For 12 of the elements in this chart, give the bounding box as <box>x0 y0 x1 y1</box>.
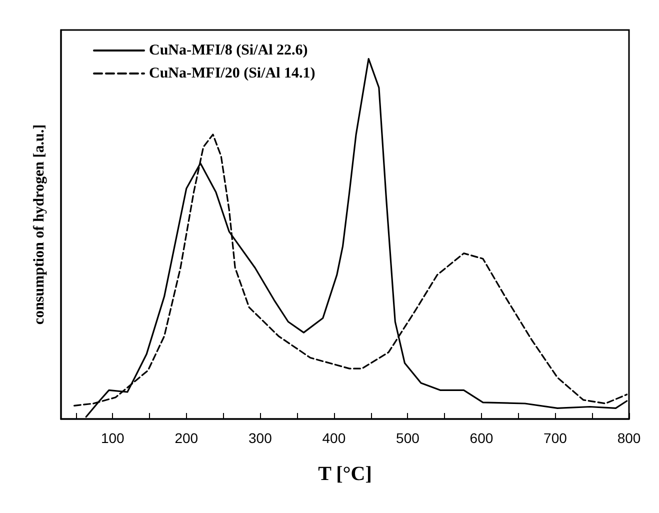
x-tick-label: 800 <box>617 430 641 446</box>
x-tick-label: 700 <box>544 430 568 446</box>
x-tick-label: 500 <box>396 430 420 446</box>
x-tick-label: 600 <box>470 430 494 446</box>
x-tick-label: 400 <box>322 430 346 446</box>
x-tick-label: 200 <box>174 430 198 446</box>
legend-label: CuNa-MFI/8 (Si/Al 22.6) <box>149 42 308 58</box>
x-axis-title: T [°C] <box>318 463 372 485</box>
x-tick-label: 300 <box>248 430 272 446</box>
x-tick-label: 100 <box>100 430 125 446</box>
y-axis-title: consumption of hydrogen [a.u.] <box>32 124 48 325</box>
legend-label: CuNa-MFI/20 (Si/Al 14.1) <box>149 66 316 82</box>
